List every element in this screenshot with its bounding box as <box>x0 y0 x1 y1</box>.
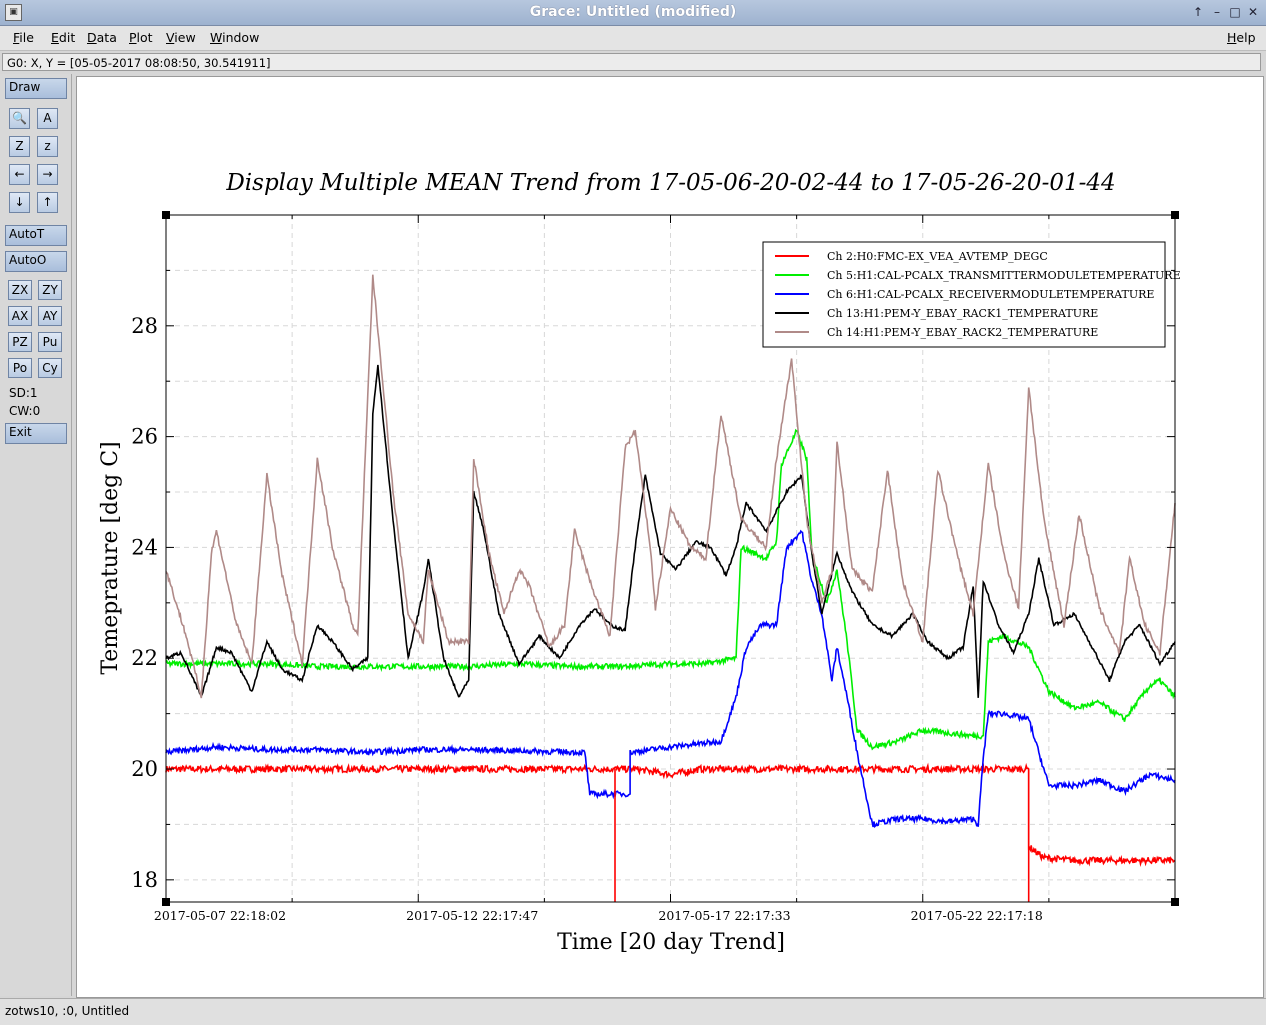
menu-plot[interactable]: Plot <box>129 30 153 45</box>
menu-edit[interactable]: Edit <box>51 30 76 45</box>
legend-entry: Ch 6:H1:CAL-PCALX_RECEIVERMODULETEMPERAT… <box>827 288 1154 301</box>
menu-view[interactable]: View <box>166 30 196 45</box>
y-axis-ticks: 18 20 22 24 26 28 <box>131 269 1175 892</box>
series-line-5 <box>165 274 1176 699</box>
arrow-left-icon[interactable]: ← <box>9 164 30 185</box>
arrow-right-icon[interactable]: → <box>37 164 58 185</box>
zoom-x-icon[interactable]: Z <box>9 136 30 157</box>
series-line-4 <box>165 364 1176 698</box>
magnifier-icon[interactable]: 🔍 <box>9 108 30 129</box>
draw-button[interactable]: Draw <box>5 78 67 99</box>
x-tick-label: 2017-05-17 22:17:33 <box>658 908 790 923</box>
x-tick-label: 2017-05-07 22:18:02 <box>154 908 286 923</box>
y-tick-label: 20 <box>131 757 158 781</box>
zoom-y-icon[interactable]: z <box>37 136 58 157</box>
status-bar: zotws10, :0, Untitled <box>0 998 1266 1025</box>
menu-file[interactable]: File <box>13 30 34 45</box>
chart-title: Display Multiple MEAN Trend from 17-05-0… <box>225 170 1115 196</box>
menu-data[interactable]: Data <box>87 30 117 45</box>
y-tick-label: 24 <box>131 535 158 559</box>
x-tick-label: 2017-05-12 22:17:47 <box>406 908 538 923</box>
x-axis-ticks: 2017-05-07 22:18:02 2017-05-12 22:17:47 20… <box>154 215 1176 923</box>
arrow-down-icon[interactable]: ↓ <box>9 192 30 213</box>
series-line-2 <box>165 428 1176 751</box>
window-titlebar: ▣ Grace: Untitled (modified) ↑ – □ ✕ <box>0 0 1266 26</box>
ax-button[interactable]: AX <box>8 306 32 326</box>
y-tick-label: 18 <box>131 868 158 892</box>
app-icon[interactable]: ▣ <box>5 4 22 21</box>
y-axis-label: Temeprature [deg C] <box>98 441 123 674</box>
chart-legend: Ch 2:H0:FMC-EX_VEA_AVTEMP_DEGC Ch 5:H1:CA… <box>762 241 1181 348</box>
series-layer <box>165 274 1176 902</box>
x-axis-label: Time [20 day Trend] <box>557 930 785 955</box>
tool-panel: Draw 🔍 A Z z ← → ↓ ↑ AutoT AutoO ZX ZY A… <box>0 74 72 996</box>
series-line-3 <box>165 529 1176 829</box>
window-title: Grace: Untitled (modified) <box>529 4 737 20</box>
maximize-icon[interactable]: □ <box>1229 5 1241 19</box>
exit-button[interactable]: Exit <box>5 423 67 444</box>
menubar: File Edit Data Plot View Window Help <box>0 26 1266 51</box>
zx-button[interactable]: ZX <box>8 280 32 300</box>
legend-entry: Ch 2:H0:FMC-EX_VEA_AVTEMP_DEGC <box>827 250 1048 263</box>
series-line-1 <box>165 762 1176 867</box>
autoscale-text-icon[interactable]: A <box>37 108 58 129</box>
trend-chart[interactable]: Display Multiple MEAN Trend from 17-05-0… <box>77 77 1263 997</box>
legend-entry: Ch 5:H1:CAL-PCALX_TRANSMITTERMODULETEMPE… <box>827 269 1181 282</box>
x-tick-label: 2017-05-22 22:17:18 <box>911 908 1043 923</box>
po-button[interactable]: Po <box>8 358 32 378</box>
restore-icon[interactable]: ↑ <box>1192 5 1204 19</box>
plot-canvas[interactable]: Display Multiple MEAN Trend from 17-05-0… <box>76 76 1264 998</box>
current-world-label: CW:0 <box>9 404 41 418</box>
arrow-up-icon[interactable]: ↑ <box>37 192 58 213</box>
autot-button[interactable]: AutoT <box>5 225 67 246</box>
ay-button[interactable]: AY <box>38 306 62 326</box>
stack-depth-label: SD:1 <box>9 386 38 400</box>
zy-button[interactable]: ZY <box>38 280 62 300</box>
cy-button[interactable]: Cy <box>38 358 62 378</box>
autoo-button[interactable]: AutoO <box>5 251 67 272</box>
legend-entry: Ch 14:H1:PEM-Y_EBAY_RACK2_TEMPERATURE <box>827 326 1098 339</box>
coordinate-readout: G0: X, Y = [05-05-2017 08:08:50, 30.5419… <box>2 53 1261 71</box>
pz-button[interactable]: PZ <box>8 332 32 352</box>
y-tick-label: 28 <box>131 314 158 338</box>
minimize-icon[interactable]: – <box>1214 5 1220 19</box>
legend-entry: Ch 13:H1:PEM-Y_EBAY_RACK1_TEMPERATURE <box>827 307 1098 320</box>
menu-window[interactable]: Window <box>210 30 260 45</box>
y-tick-label: 26 <box>131 425 158 449</box>
y-tick-label: 22 <box>131 646 158 670</box>
legend-box <box>762 241 1166 348</box>
close-icon[interactable]: ✕ <box>1247 5 1259 19</box>
menu-help[interactable]: Help <box>1227 30 1256 45</box>
pu-button[interactable]: Pu <box>38 332 62 352</box>
